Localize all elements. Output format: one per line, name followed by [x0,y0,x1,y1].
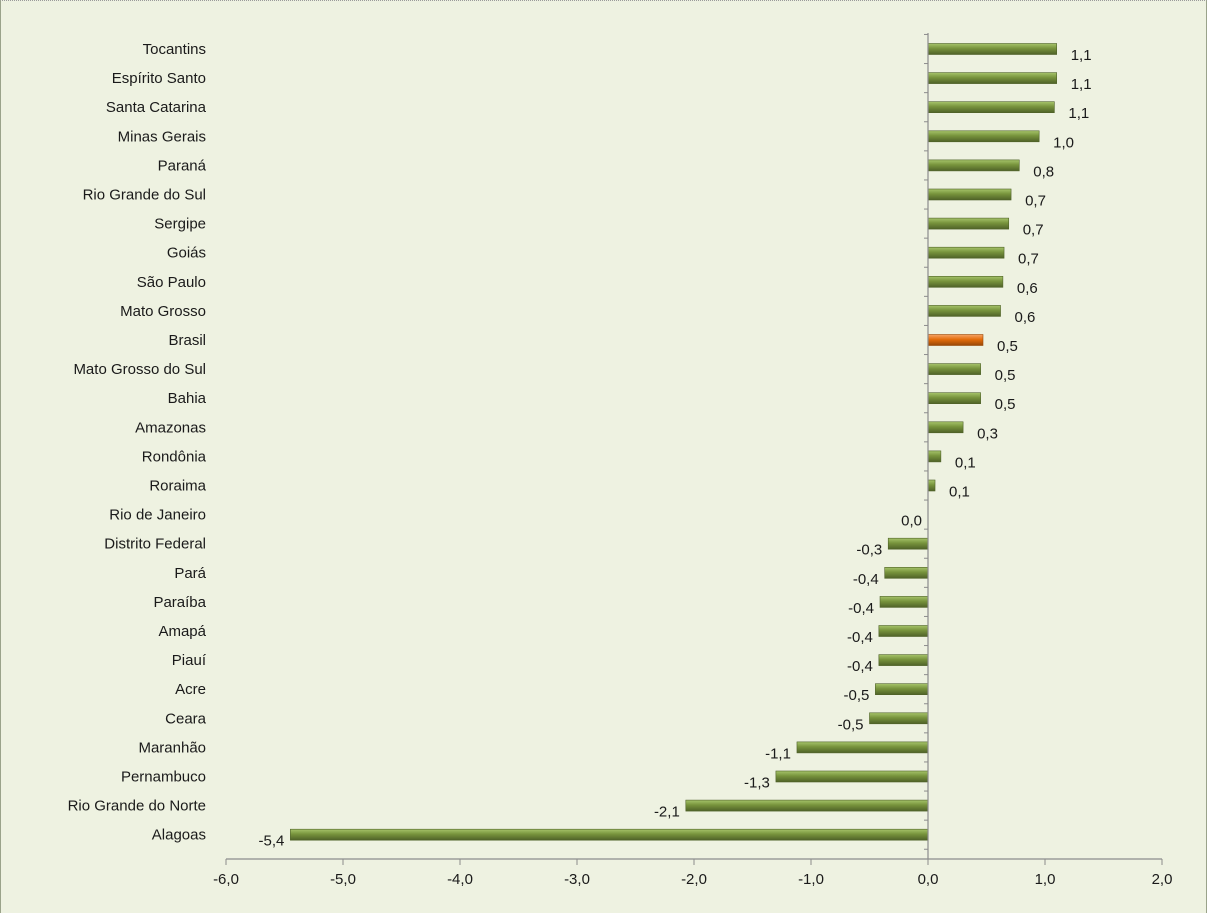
x-tick-label: -3,0 [564,871,590,888]
bar [927,363,981,375]
category-label: Mato Grosso [120,303,206,320]
bar [869,712,929,725]
labels-layer: Tocantins 1,1 Espírito Santo 1,1 Santa Catar… [68,41,1173,888]
bar [927,217,1010,230]
category-label: Bahia [168,390,207,407]
bar [927,421,964,434]
data-label: 0,5 [995,396,1016,413]
category-label: Maranhão [138,739,206,756]
data-label: -0,5 [843,687,869,704]
category-label: Rio Grande do Sul [83,187,206,204]
bar [927,392,981,405]
x-tick-label: -1,0 [798,871,824,888]
x-tick-label: -4,0 [447,871,473,888]
data-label: 1,0 [1053,134,1074,151]
bar [927,101,1055,113]
bar [875,683,929,696]
category-label: Espírito Santo [112,70,206,87]
bar [878,654,929,666]
category-label: Pará [174,565,206,582]
bar [927,246,1005,259]
data-label: -0,4 [848,600,874,617]
x-tick-label: -5,0 [330,871,356,888]
axis-layer [225,33,1163,865]
category-label: São Paulo [137,274,206,291]
x-tick-label: 2,0 [1152,871,1173,888]
bar [927,43,1057,55]
bar [927,305,1001,317]
data-label: -2,1 [654,804,680,821]
bar [685,799,929,812]
category-label: Rondônia [142,448,207,465]
x-tick-label: 1,0 [1035,871,1056,888]
data-label: 0,7 [1018,251,1039,268]
category-label: Rio de Janeiro [109,507,206,524]
category-label: Acre [175,681,206,698]
category-label: Distrito Federal [104,536,206,553]
data-label: 1,1 [1071,76,1092,93]
category-label: Goiás [167,245,206,262]
data-label: -1,3 [744,775,770,792]
bar [879,596,929,608]
bar [927,72,1057,84]
bar [775,770,929,783]
bar [884,566,929,579]
category-label: Pernambuco [121,769,206,786]
data-label: 0,5 [997,338,1018,355]
category-label: Paraíba [153,594,206,611]
bar [927,159,1020,172]
category-label: Sergipe [154,216,206,233]
data-label: -1,1 [765,745,791,762]
bar [290,828,929,841]
bar [927,188,1012,201]
category-label: Ceara [165,710,207,727]
data-label: -5,4 [258,833,284,850]
bar [878,625,929,637]
data-label: -0,4 [853,571,879,588]
data-label: 0,3 [977,425,998,442]
category-label: Brasil [168,332,206,349]
category-label: Tocantins [143,41,206,58]
data-label: 0,7 [1023,222,1044,239]
bar [927,479,936,492]
category-label: Paraná [158,157,207,174]
bar [927,450,942,463]
category-label: Amazonas [135,419,206,436]
data-label: -0,5 [838,716,864,733]
category-label: Minas Gerais [118,128,206,145]
data-label: 0,5 [995,367,1016,384]
bar-highlight [927,334,984,346]
category-label: Alagoas [152,827,206,844]
category-label: Amapá [158,623,206,640]
data-label: 0,1 [955,454,976,471]
data-label: 0,6 [1015,309,1036,326]
x-tick-label: -6,0 [213,871,239,888]
data-label: 0,6 [1017,280,1038,297]
category-label: Piauí [172,652,207,669]
data-label: -0,3 [856,542,882,559]
bar [927,130,1040,143]
bar [927,275,1004,288]
x-tick-label: -2,0 [681,871,707,888]
x-tick-label: 0,0 [918,871,939,888]
data-label: -0,4 [847,629,873,646]
bar [796,741,929,754]
data-label: -0,4 [847,658,873,675]
data-label: 0,8 [1033,163,1054,180]
category-label: Santa Catarina [106,99,207,116]
bars-layer [290,43,1057,841]
data-label: 1,1 [1071,47,1092,64]
data-label: 0,1 [949,484,970,501]
category-label: Roraima [149,478,206,495]
data-label: 0,0 [901,513,922,530]
data-label: 0,7 [1025,193,1046,210]
bar [887,537,929,550]
category-label: Rio Grande do Norte [68,798,206,815]
data-label: 1,1 [1068,105,1089,122]
category-label: Mato Grosso do Sul [73,361,206,378]
